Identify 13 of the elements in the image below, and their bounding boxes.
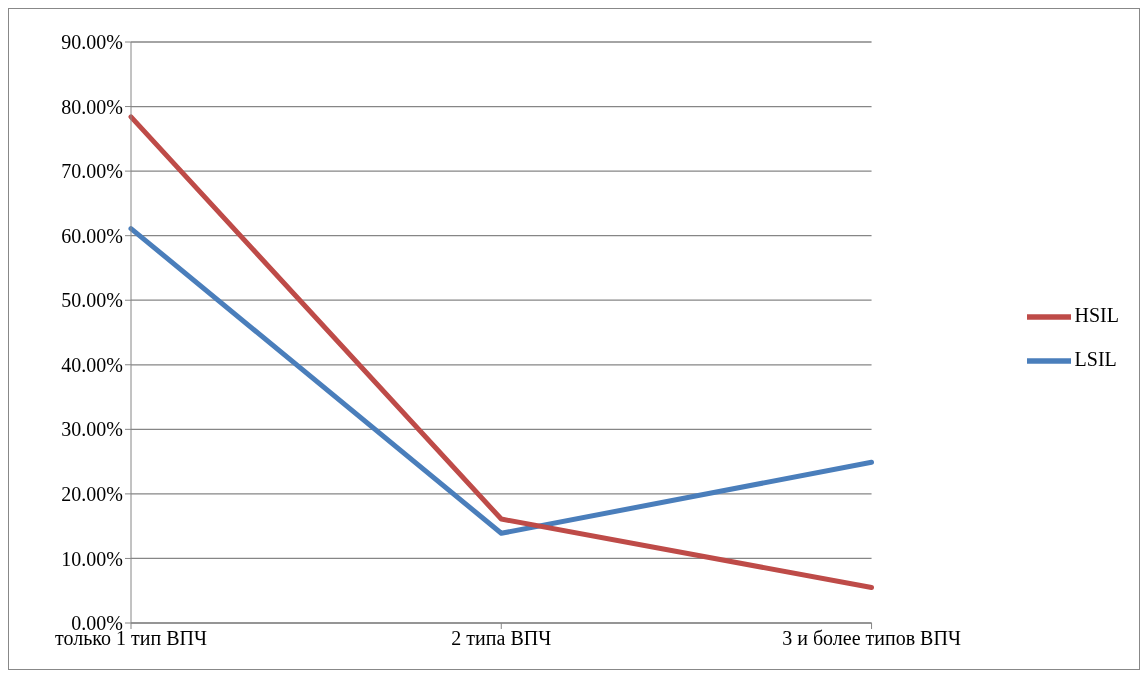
x-tick-label: 2 типа ВПЧ [451,627,552,650]
legend-label: HSIL [1074,303,1119,326]
y-tick-label: 60.00% [61,224,123,247]
legend-label: LSIL [1074,347,1117,370]
y-tick-label: 70.00% [61,160,123,183]
y-tick-label: 80.00% [61,95,123,118]
x-tick-label: 3 и более типов ВПЧ [782,627,961,650]
y-tick-label: 20.00% [61,482,123,505]
y-tick-label: 50.00% [61,289,123,312]
y-tick-label: 90.00% [61,31,123,54]
y-tick-label: 30.00% [61,418,123,441]
y-tick-label: 10.00% [61,547,123,570]
y-tick-label: 40.00% [61,353,123,376]
